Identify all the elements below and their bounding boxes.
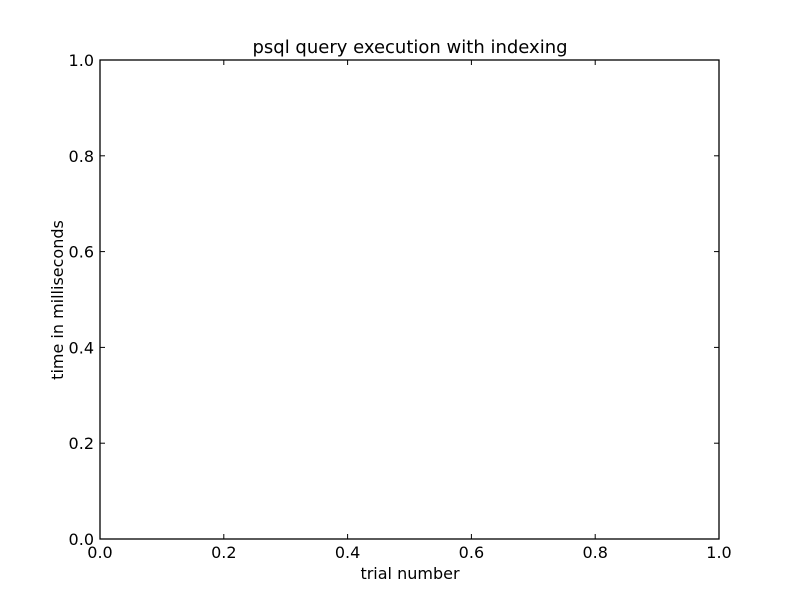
y-tick-label-0: 0.0 <box>69 530 94 549</box>
x-tick-label-5: 1.0 <box>706 543 731 562</box>
x-axis-ticks <box>99 60 720 539</box>
x-axis-tick-labels: 0.0 0.2 0.4 0.6 0.8 1.0 <box>87 543 731 562</box>
x-tick-label-0: 0.0 <box>87 543 112 562</box>
y-tick-label-5: 1.0 <box>69 51 94 70</box>
chart-title: psql query execution with indexing <box>252 37 567 58</box>
y-axis-tick-labels: 0.0 0.2 0.4 0.6 0.8 1.0 <box>69 51 94 549</box>
x-tick-label-2: 0.4 <box>335 543 360 562</box>
y-axis-label: time in milliseconds <box>48 220 67 380</box>
plot-area <box>99 59 720 540</box>
y-tick-label-2: 0.4 <box>69 338 94 357</box>
y-tick-label-1: 0.2 <box>69 434 94 453</box>
x-tick-label-1: 0.2 <box>211 543 236 562</box>
x-tick-label-4: 0.8 <box>582 543 607 562</box>
x-axis-label: trial number <box>360 564 460 583</box>
y-tick-label-3: 0.6 <box>69 243 94 262</box>
y-tick-label-4: 0.8 <box>69 147 94 166</box>
y-axis-ticks <box>100 59 719 540</box>
x-tick-label-3: 0.6 <box>459 543 484 562</box>
